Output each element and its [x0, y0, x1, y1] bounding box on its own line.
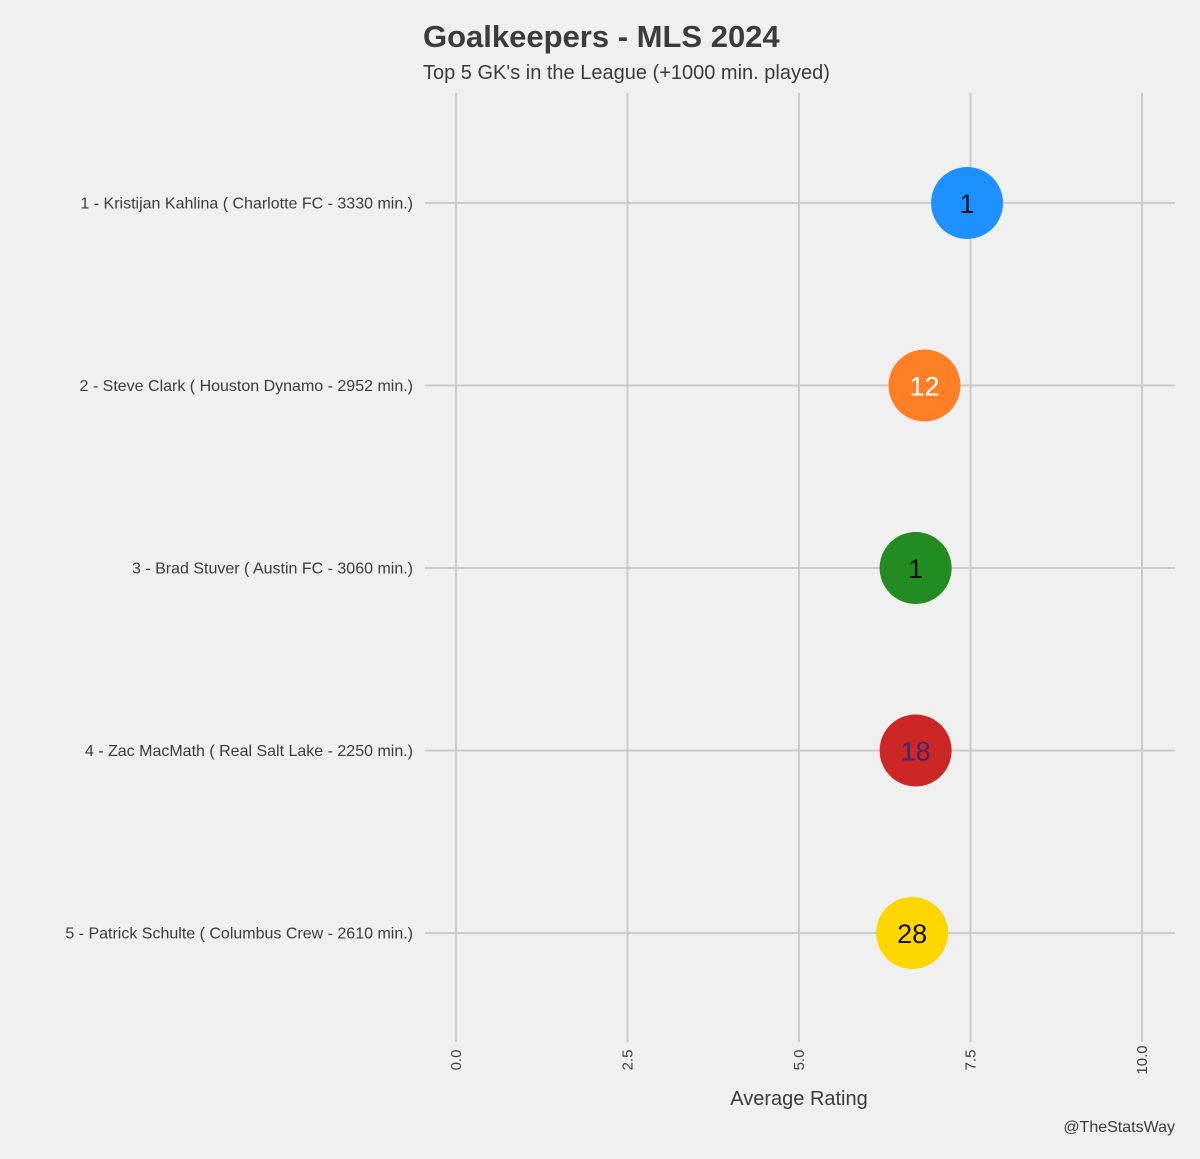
data-point [931, 167, 1004, 239]
data-point [879, 714, 952, 787]
x-tick-label: 7.5 [963, 1050, 980, 1071]
y-axis-labels: 1 - Kristijan Kahlina ( Charlotte FC - 3… [65, 196, 413, 943]
y-tick-label: 3 - Brad Stuver ( Austin FC - 3060 min.) [132, 561, 413, 578]
chart-subtitle: Top 5 GK's in the League (+1000 min. pla… [423, 62, 830, 84]
credit-label: @TheStatsWay [1063, 1119, 1175, 1136]
data-point [876, 897, 949, 969]
x-tick-label: 5.0 [791, 1050, 808, 1071]
data-label: 1 [908, 554, 923, 584]
x-tick-label: 10.0 [1134, 1045, 1151, 1074]
data-points: 1 12 1 18 28 [876, 167, 1004, 969]
data-label: 12 [910, 372, 940, 402]
data-label: 28 [897, 919, 927, 949]
grid [425, 93, 1175, 1042]
data-point [879, 532, 952, 604]
data-label: 18 [901, 737, 931, 767]
x-axis-label: Average Rating [730, 1088, 868, 1110]
y-tick-label: 1 - Kristijan Kahlina ( Charlotte FC - 3… [80, 196, 413, 213]
y-tick-label: 2 - Steve Clark ( Houston Dynamo - 2952 … [80, 378, 413, 395]
chart-title: Goalkeepers - MLS 2024 [423, 19, 780, 54]
data-label: 1 [960, 189, 975, 219]
x-axis-ticks: 0.0 2.5 5.0 7.5 10.0 [448, 1045, 1151, 1074]
y-tick-label: 4 - Zac MacMath ( Real Salt Lake - 2250 … [85, 743, 413, 760]
x-tick-label: 2.5 [620, 1050, 637, 1071]
x-tick-label: 0.0 [448, 1050, 465, 1071]
y-tick-label: 5 - Patrick Schulte ( Columbus Crew - 26… [65, 926, 413, 943]
data-point [888, 349, 961, 422]
